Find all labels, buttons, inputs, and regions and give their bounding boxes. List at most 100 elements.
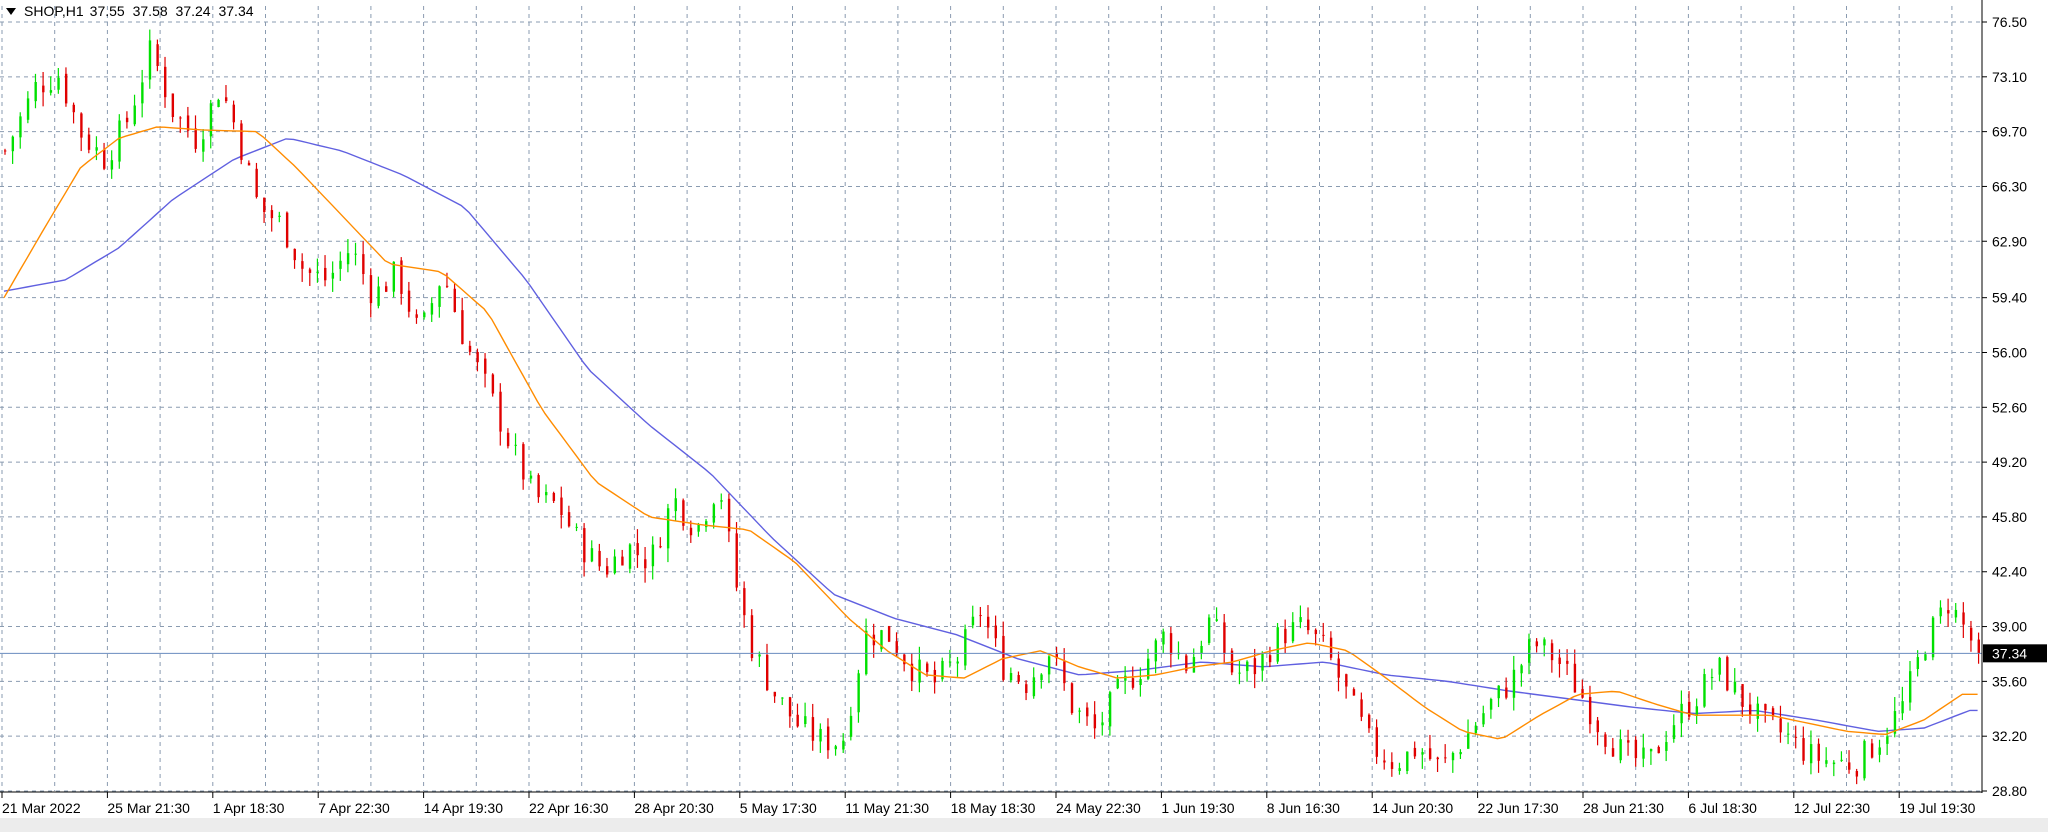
candle [910,653,914,692]
candle [1223,614,1226,664]
candle [324,255,327,287]
candle-body [1748,704,1752,716]
candle [1322,622,1325,642]
candle-body [605,566,609,575]
candle-body [1436,757,1439,760]
candle [240,120,243,165]
candle-body [1969,627,1973,641]
candle-body [392,261,396,292]
candle-body [285,212,289,248]
dropdown-triangle-icon[interactable] [6,7,16,15]
candle [636,529,639,568]
y-tick-label: 62.90 [1992,233,2027,249]
candle [1870,738,1874,759]
candle [133,94,136,127]
candle-body [1261,653,1264,671]
candle [1139,667,1142,697]
candle [1710,668,1714,690]
candle [125,111,129,129]
candle-body [438,286,441,307]
candle-body [1253,658,1257,675]
candle-body [941,660,944,680]
candle-body [621,556,624,566]
candle-body [1703,674,1706,707]
x-tick-label: 22 Apr 16:30 [529,800,609,816]
candle-body [1383,760,1386,763]
y-tick-label: 39.00 [1992,619,2027,635]
candle-body [1086,707,1089,717]
candle-body [1756,703,1759,719]
candle [1809,730,1813,775]
candle [1764,703,1767,723]
candle-body [141,82,144,104]
candle [613,549,616,575]
candle-body [64,73,68,104]
candle-body [1093,714,1097,729]
candle [819,723,822,753]
candle [453,283,456,313]
candle [796,703,799,728]
candle-body [1063,661,1066,684]
candle [720,493,723,510]
candle [362,241,365,285]
candle-body [87,134,91,150]
candle-body [705,521,708,528]
candle-body [171,93,175,118]
candle-body [293,248,296,261]
candle-body [1047,656,1051,675]
candle-body [1931,617,1935,658]
candle [1855,768,1859,785]
candle-body [1688,701,1691,717]
candle [697,522,700,537]
candle-body [1192,657,1196,673]
candle [1611,738,1615,757]
candle-body [1307,619,1310,631]
candle-body [1451,752,1455,761]
candle-body [1367,714,1371,729]
candle-body [42,85,45,93]
candle-body [1025,684,1028,693]
candle [1032,667,1036,699]
x-tick-label: 25 Mar 21:30 [107,800,190,816]
candle-body [590,548,594,562]
candle-body [865,630,868,675]
candle-body [1977,639,1980,654]
candle [484,353,487,388]
candle [956,656,959,677]
candle [659,537,662,549]
candle-body [1108,692,1112,727]
candle [499,383,502,446]
candle-body [758,654,761,657]
candle [1421,748,1424,769]
candle-body [628,544,632,569]
candle-body [1238,672,1241,674]
y-tick-label: 76.50 [1992,14,2027,30]
open-value: 37.55 [89,3,125,19]
candle-body [57,77,60,90]
candle-body [1322,634,1325,636]
candle [1520,663,1523,687]
candle-body [125,117,129,123]
x-tick-label: 19 Jul 19:30 [1899,800,1975,816]
candle [11,135,15,164]
candle [689,520,693,543]
candle-body [164,66,167,98]
candle-body [1855,771,1859,777]
candle [1939,600,1942,624]
candle [64,67,68,107]
price-tag: 37.34 [1983,644,2047,663]
candle-body [240,123,243,160]
candle [1672,714,1676,743]
candle [369,268,373,318]
candle-body [1726,657,1729,691]
candle [1733,668,1737,695]
candle [430,297,434,322]
candle-body [773,691,777,697]
candle-body [887,626,891,642]
candle [1451,751,1455,773]
candle-body [697,524,700,532]
candle [1703,668,1706,708]
candle [110,150,114,179]
